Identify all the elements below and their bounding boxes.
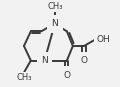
Text: N: N [41,56,48,65]
Text: CH₃: CH₃ [47,2,63,11]
Text: O: O [63,71,70,80]
Text: N: N [51,19,58,28]
Text: CH₃: CH₃ [16,73,32,82]
Text: O: O [81,56,87,65]
Text: OH: OH [97,35,111,44]
